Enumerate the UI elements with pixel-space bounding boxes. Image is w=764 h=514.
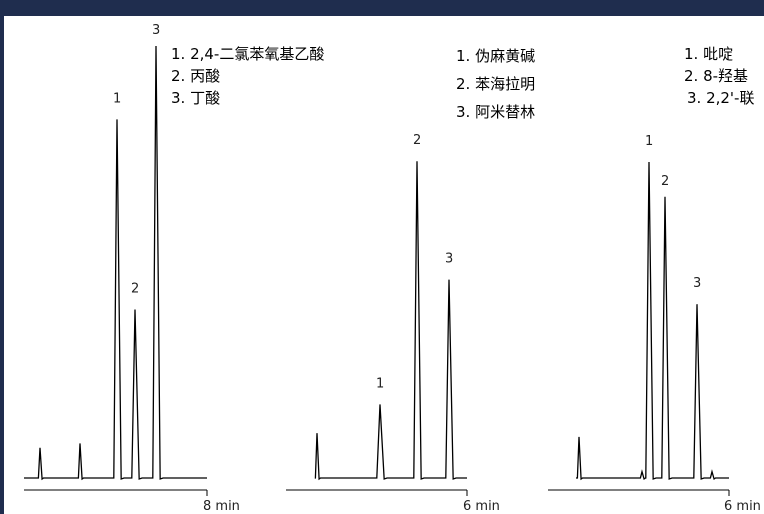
x-axis-label: 8 min — [203, 499, 240, 514]
peak-label-2: 2 — [413, 133, 421, 148]
trace-line — [24, 45, 207, 481]
peak-label-2: 2 — [661, 174, 669, 189]
chromatogram-1: 1 2 3 8 min — [24, 23, 240, 514]
legend-item-2: 2. 丙酸 — [171, 67, 221, 85]
chromatogram-3: 1 2 3 6 min — [548, 134, 761, 514]
x-axis-label: 6 min — [724, 499, 761, 514]
legend-item-1: 1. 吡啶 — [684, 45, 734, 63]
peak-label-1: 1 — [113, 91, 121, 106]
peak-label-3: 3 — [445, 252, 453, 267]
peak-label-3: 3 — [152, 23, 160, 38]
peak-label-3: 3 — [693, 276, 701, 291]
peak-label-1: 1 — [645, 134, 653, 149]
trace-line — [576, 161, 729, 481]
trace-line — [314, 161, 467, 481]
legend-item-3: 3. 丁酸 — [171, 89, 221, 107]
legend-chart-3: 1. 吡啶 2. 8-羟基 3. 2,2'-联 — [684, 43, 754, 109]
legend-item-2: 2. 苯海拉明 — [456, 75, 536, 93]
legend-chart-2: 1. 伪麻黄碱 2. 苯海拉明 3. 阿米替林 — [456, 43, 535, 127]
peak-label-2: 2 — [131, 282, 139, 297]
legend-chart-1: 1. 2,4-二氯苯氧基乙酸 2. 丙酸 3. 丁酸 — [171, 43, 324, 109]
peak-label-1: 1 — [376, 376, 384, 391]
chromatogram-panel: 1 2 3 8 min 1 2 3 6 min 1 2 3 6 min 1. 2,4-二氯苯氧基乙酸 … — [4, 16, 764, 514]
legend-item-1: 1. 2,4-二氯苯氧基乙酸 — [171, 45, 325, 63]
legend-item-3: 3. 2,2'-联 — [687, 89, 755, 107]
x-axis-label: 6 min — [463, 499, 500, 514]
legend-item-1: 1. 伪麻黄碱 — [456, 47, 536, 65]
legend-item-3: 3. 阿米替林 — [456, 103, 536, 121]
chromatogram-2: 1 2 3 6 min — [286, 133, 500, 514]
legend-item-2: 2. 8-羟基 — [684, 67, 749, 85]
chromatograms-svg: 1 2 3 8 min 1 2 3 6 min 1 2 3 6 min — [24, 23, 761, 514]
